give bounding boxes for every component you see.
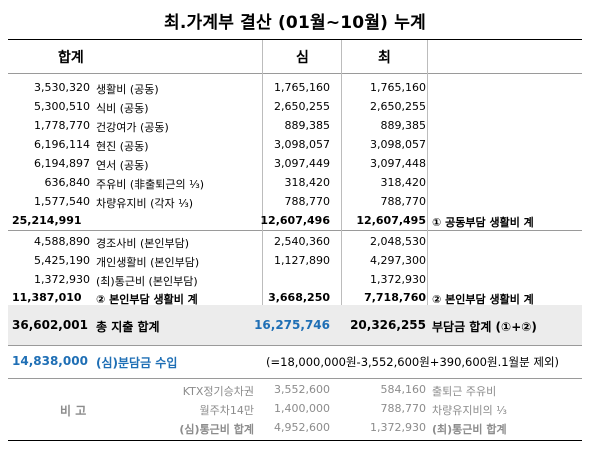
row-total: 636,840 bbox=[44, 176, 91, 189]
remark-sim: 1,400,000 bbox=[274, 402, 330, 415]
grand-total-label: 총 지출 합계 bbox=[96, 320, 160, 334]
personal-subtotal-note: ② 본인부담 생활비 계 bbox=[432, 293, 534, 306]
remark-note: 차량유지비의 ⅓ bbox=[432, 404, 507, 417]
row-label: 식비 (공동) bbox=[96, 102, 149, 115]
row-label: 생활비 (공동) bbox=[96, 83, 159, 96]
remark-item: (심)통근비 합계 bbox=[179, 423, 254, 436]
row-sim: 3,098,057 bbox=[274, 138, 330, 151]
remark-choi: 788,770 bbox=[380, 402, 427, 415]
shared-subtotal-total: 25,214,991 bbox=[12, 214, 82, 227]
personal-subtotal-choi: 7,718,760 bbox=[364, 291, 426, 304]
row-sim: 2,540,360 bbox=[274, 235, 330, 248]
grand-total-rule bbox=[8, 345, 582, 346]
row-sim: 2,650,255 bbox=[274, 100, 330, 113]
remark-item: 월주차14만 bbox=[199, 404, 254, 417]
remarks-label: 비 고 bbox=[60, 404, 87, 418]
personal-subtotal-total: 11,387,010 bbox=[12, 291, 82, 304]
personal-subtotal-row: 11,387,010 ② 본인부담 생활비 계 3,668,250 7,718,… bbox=[8, 288, 582, 307]
row-sim: 3,097,449 bbox=[274, 157, 330, 170]
income-label: (심)분담금 수입 bbox=[96, 356, 178, 370]
income-rule bbox=[8, 378, 582, 379]
header-rule bbox=[8, 73, 582, 74]
row-choi: 3,097,448 bbox=[370, 157, 426, 170]
row-label: 건강여가 (공동) bbox=[96, 121, 169, 134]
grand-total-sim: 16,275,746 bbox=[254, 318, 330, 332]
col-sep-1 bbox=[262, 40, 263, 305]
shared-subtotal-sim: 12,607,496 bbox=[260, 214, 330, 227]
shared-subtotal-note: ① 공동부담 생활비 계 bbox=[432, 216, 534, 229]
table-row: 5,425,190 개인생활비 (본인부담) 1,127,890 4,297,3… bbox=[8, 251, 582, 270]
table-row: 6,194,897 연서 (공동) 3,097,449 3,097,448 bbox=[8, 154, 582, 173]
row-total: 3,530,320 bbox=[34, 81, 90, 94]
grand-total-band bbox=[8, 305, 582, 345]
col-sep-2 bbox=[341, 40, 342, 305]
row-total: 1,372,930 bbox=[34, 273, 90, 286]
row-choi: 1,372,930 bbox=[370, 273, 426, 286]
personal-subtotal-sim: 3,668,250 bbox=[268, 291, 330, 304]
row-choi: 1,765,160 bbox=[370, 81, 426, 94]
row-label: 차량유지비 (각자 ⅓) bbox=[96, 197, 194, 210]
row-sim: 889,385 bbox=[284, 119, 331, 132]
table-row: 1,372,930 (최)통근비 (본인부담) 1,372,930 bbox=[8, 270, 582, 289]
remarks-section: 비 고 KTX정기승차권 3,552,600 584,160 출퇴근 주유비 월… bbox=[8, 380, 582, 440]
grand-total-choi: 20,326,255 bbox=[350, 318, 426, 332]
row-total: 5,300,510 bbox=[34, 100, 90, 113]
table-row: 1,778,770 건강여가 (공동) 889,385 889,385 bbox=[8, 116, 582, 135]
row-choi: 788,770 bbox=[380, 195, 427, 208]
row-sim: 318,420 bbox=[284, 176, 331, 189]
remark-item: KTX정기승차권 bbox=[182, 385, 254, 398]
table-row: 636,840 주유비 (非출퇴근의 ⅓) 318,420 318,420 bbox=[8, 173, 582, 192]
table-row: 3,530,320 생활비 (공동) 1,765,160 1,765,160 bbox=[8, 78, 582, 97]
row-sim: 1,127,890 bbox=[274, 254, 330, 267]
header-choi: 최 bbox=[378, 50, 391, 66]
row-label: (최)통근비 (본인부담) bbox=[96, 275, 198, 288]
row-total: 6,194,897 bbox=[34, 157, 90, 170]
grand-total-amount: 36,602,001 bbox=[12, 318, 88, 332]
row-label: 주유비 (非출퇴근의 ⅓) bbox=[96, 178, 205, 191]
table-row: 5,300,510 식비 (공동) 2,650,255 2,650,255 bbox=[8, 97, 582, 116]
row-total: 1,778,770 bbox=[34, 119, 90, 132]
row-choi: 2,650,255 bbox=[370, 100, 426, 113]
header-total: 합계 bbox=[58, 50, 84, 66]
row-sim: 1,765,160 bbox=[274, 81, 330, 94]
shared-subtotal-rule bbox=[8, 230, 582, 231]
personal-subtotal-label: ② 본인부담 생활비 계 bbox=[96, 293, 198, 306]
table-row: 4,588,890 경조사비 (본인부담) 2,540,360 2,048,53… bbox=[8, 232, 582, 251]
income-amount: 14,838,000 bbox=[12, 354, 88, 368]
table-row: 6,196,114 현진 (공동) 3,098,057 3,098,057 bbox=[8, 135, 582, 154]
remark-note: (최)통근비 합계 bbox=[432, 423, 507, 436]
row-label: 개인생활비 (본인부담) bbox=[96, 256, 200, 269]
shared-subtotal-choi: 12,607,495 bbox=[356, 214, 426, 227]
row-label: 연서 (공동) bbox=[96, 159, 149, 172]
remark-choi: 1,372,930 bbox=[370, 421, 426, 434]
row-sim: 788,770 bbox=[284, 195, 331, 208]
row-choi: 3,098,057 bbox=[370, 138, 426, 151]
income-note: (=18,000,000원-3,552,600원+390,600원.1월분 제외… bbox=[266, 355, 560, 369]
bottom-rule bbox=[8, 440, 582, 441]
row-total: 6,196,114 bbox=[34, 138, 90, 151]
col-sep-3 bbox=[427, 40, 428, 305]
row-total: 1,577,540 bbox=[34, 195, 90, 208]
row-choi: 4,297,300 bbox=[370, 254, 426, 267]
row-choi: 318,420 bbox=[380, 176, 427, 189]
top-rule bbox=[8, 39, 582, 40]
page-title: 최.가계부 결산 (01월~10월) 누계 bbox=[164, 13, 426, 33]
row-label: 현진 (공동) bbox=[96, 140, 149, 153]
row-label: 경조사비 (본인부담) bbox=[96, 237, 190, 250]
header-sim: 심 bbox=[296, 50, 309, 66]
row-total: 5,425,190 bbox=[34, 254, 90, 267]
shared-subtotal-row: 25,214,991 12,607,496 12,607,495 ① 공동부담 … bbox=[8, 211, 582, 230]
row-total: 4,588,890 bbox=[34, 235, 90, 248]
grand-total-note: 부담금 합계 (①+②) bbox=[432, 320, 537, 334]
remark-sim: 4,952,600 bbox=[274, 421, 330, 434]
row-choi: 2,048,530 bbox=[370, 235, 426, 248]
remark-note: 출퇴근 주유비 bbox=[432, 385, 497, 398]
row-choi: 889,385 bbox=[380, 119, 427, 132]
table-row: 1,577,540 차량유지비 (각자 ⅓) 788,770 788,770 bbox=[8, 192, 582, 211]
remark-sim: 3,552,600 bbox=[274, 383, 330, 396]
remark-choi: 584,160 bbox=[380, 383, 427, 396]
